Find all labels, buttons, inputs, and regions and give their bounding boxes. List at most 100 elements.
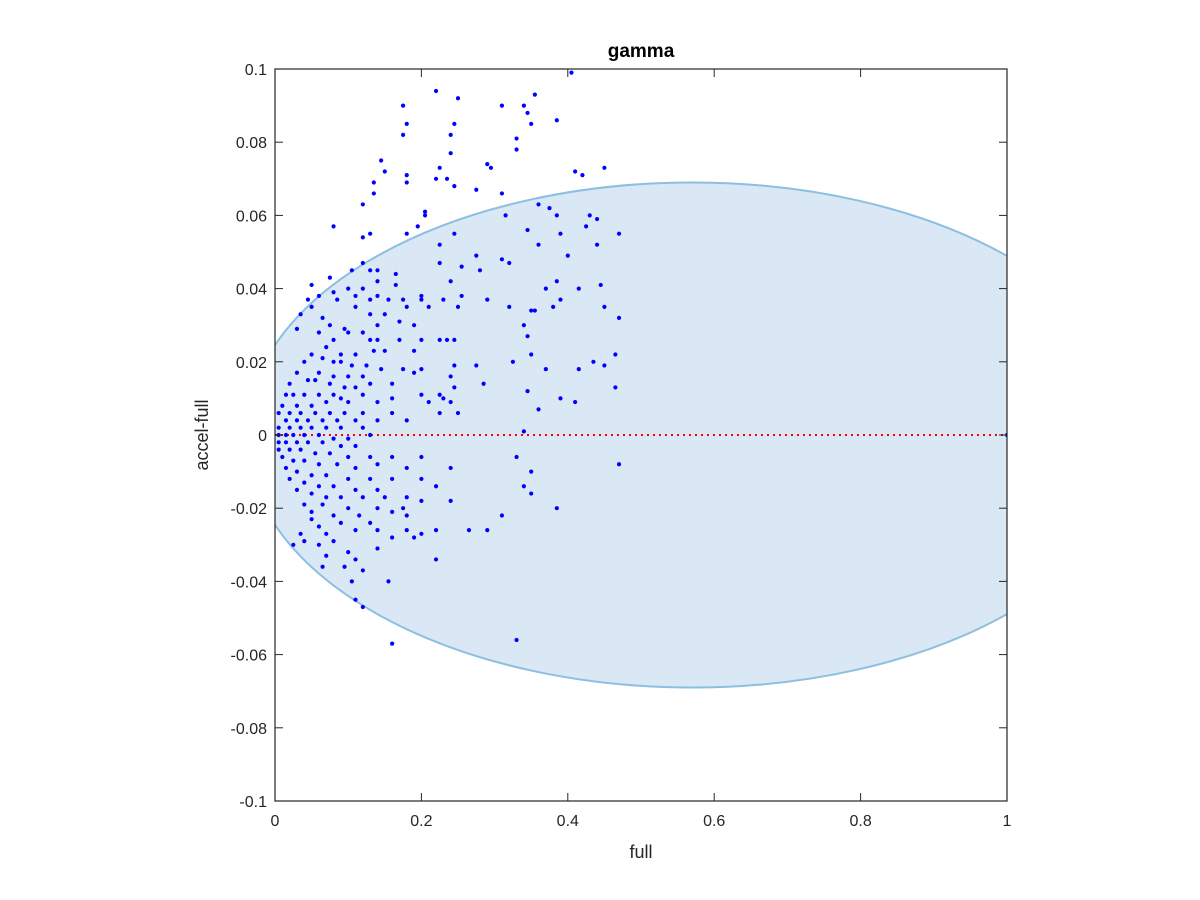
data-point [499, 103, 505, 108]
data-point [342, 410, 347, 416]
data-point [437, 165, 442, 170]
data-point [313, 451, 318, 456]
data-point [360, 286, 365, 291]
x-tick-label: 0.4 [557, 813, 579, 830]
data-point [474, 363, 479, 368]
data-point [368, 520, 373, 525]
data-point [401, 506, 406, 511]
data-point [554, 118, 559, 123]
data-point [360, 410, 365, 416]
y-tick-label: 0.04 [236, 282, 267, 299]
data-point [309, 403, 314, 408]
data-point [305, 297, 311, 302]
data-point [327, 381, 332, 386]
data-point [441, 297, 446, 302]
data-point [525, 388, 530, 394]
data-point [448, 279, 453, 284]
data-point [346, 436, 351, 441]
data-point [327, 410, 332, 416]
y-tick-label: 0.02 [236, 355, 267, 372]
data-point [433, 557, 439, 562]
data-point [324, 425, 329, 430]
data-point [455, 96, 461, 101]
data-point [335, 418, 340, 423]
data-point [466, 528, 472, 533]
data-point [393, 271, 398, 277]
data-point [287, 381, 292, 386]
data-point [558, 396, 563, 401]
data-point [390, 535, 395, 540]
data-point [309, 491, 314, 496]
data-point [390, 381, 395, 386]
data-point [507, 304, 512, 309]
data-point [309, 509, 314, 514]
data-point [320, 564, 325, 569]
data-point [485, 528, 490, 533]
data-point [368, 268, 373, 273]
data-point [298, 447, 303, 452]
data-point [294, 326, 300, 331]
data-point [331, 539, 336, 544]
data-point [404, 495, 409, 500]
data-point [390, 396, 395, 401]
data-point [283, 392, 289, 397]
data-point [444, 176, 450, 181]
data-point [353, 418, 358, 423]
data-point [327, 451, 332, 456]
data-point [411, 370, 417, 375]
data-point [448, 399, 453, 405]
data-point [422, 209, 428, 214]
data-point [448, 498, 453, 503]
data-point [283, 465, 289, 471]
data-point [382, 169, 387, 174]
data-point [433, 528, 439, 533]
data-point [371, 180, 376, 185]
data-point [375, 268, 380, 273]
data-point [514, 454, 519, 460]
data-point [294, 487, 300, 492]
data-point [437, 242, 442, 247]
data-point [316, 524, 322, 529]
data-point [448, 151, 453, 156]
data-point [309, 517, 314, 522]
plot-area: 0 0.2 0.4 0.6 0.8 1 -0.1 -0.08 -0.06 -0.04 -0.02 0 0… [231, 62, 1012, 830]
data-point [404, 173, 409, 178]
data-point [291, 392, 296, 397]
data-point [375, 462, 380, 467]
x-tick-label: 0.2 [410, 813, 432, 830]
data-point [338, 495, 343, 500]
data-point [455, 410, 461, 416]
data-point [324, 495, 329, 500]
data-point [529, 469, 534, 474]
data-point [375, 337, 380, 342]
data-point [382, 312, 387, 317]
data-point [371, 191, 376, 196]
data-point [401, 103, 406, 108]
data-point [386, 579, 391, 584]
data-point [331, 436, 336, 441]
data-point [368, 454, 373, 460]
data-point [320, 315, 325, 320]
data-point [283, 432, 289, 438]
data-point [368, 476, 373, 482]
data-point [360, 495, 365, 500]
data-point [375, 487, 380, 492]
data-point [382, 348, 387, 353]
data-point [573, 169, 578, 174]
data-point [485, 162, 490, 167]
data-point [576, 367, 581, 372]
data-point [302, 458, 307, 463]
data-point [401, 367, 406, 372]
data-point [368, 231, 373, 236]
data-point [316, 542, 322, 547]
data-point [313, 378, 318, 383]
data-point [532, 92, 537, 97]
data-point [276, 425, 281, 430]
data-point [426, 399, 431, 405]
data-point [298, 531, 303, 536]
data-point [302, 432, 307, 438]
data-point [419, 293, 424, 299]
data-point [485, 297, 490, 302]
data-point [459, 293, 464, 299]
y-tick-label: -0.02 [231, 501, 268, 518]
